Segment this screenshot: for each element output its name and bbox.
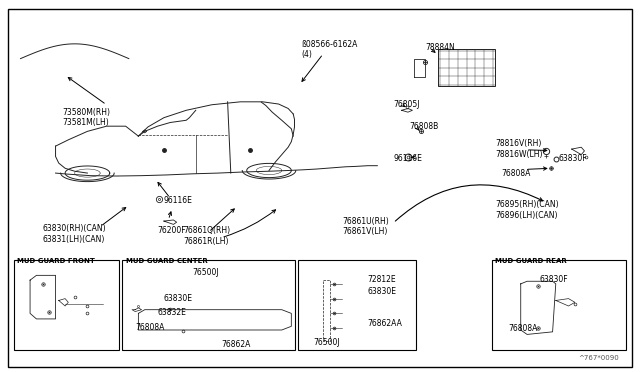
Text: 72812E: 72812E — [368, 275, 396, 283]
Text: 78884N: 78884N — [425, 43, 455, 52]
Text: 76862A: 76862A — [221, 340, 251, 349]
Text: 96116E: 96116E — [394, 154, 422, 163]
Text: MUD GUARD FRONT: MUD GUARD FRONT — [17, 257, 95, 263]
Text: 63830F: 63830F — [559, 154, 588, 163]
Text: 76862AA: 76862AA — [368, 319, 403, 328]
Text: 76808A: 76808A — [135, 323, 164, 331]
Text: MUD GUARD REAR: MUD GUARD REAR — [495, 257, 567, 263]
Text: 76808A: 76808A — [508, 324, 538, 333]
Text: 73580M(RH)
73581M(LH): 73580M(RH) 73581M(LH) — [62, 108, 110, 127]
Text: ^767*0090: ^767*0090 — [579, 355, 620, 361]
Text: 76500J: 76500J — [193, 268, 219, 277]
Text: 96116E: 96116E — [164, 196, 193, 205]
Text: 76861Q(RH)
76861R(LH): 76861Q(RH) 76861R(LH) — [183, 226, 230, 246]
Text: 63830E: 63830E — [368, 287, 397, 296]
Text: 76861U(RH)
76861V(LH): 76861U(RH) 76861V(LH) — [342, 217, 389, 236]
Text: 63830(RH)(CAN)
63831(LH)(CAN): 63830(RH)(CAN) 63831(LH)(CAN) — [43, 224, 106, 244]
Text: 63832E: 63832E — [157, 308, 186, 317]
Text: 63830E: 63830E — [164, 294, 193, 303]
Text: 76808A: 76808A — [502, 169, 531, 177]
Text: 76895(RH)(CAN)
76896(LH)(CAN): 76895(RH)(CAN) 76896(LH)(CAN) — [495, 200, 559, 220]
Text: 76808B: 76808B — [409, 122, 438, 131]
Text: 63830F: 63830F — [540, 275, 568, 283]
Text: 76805J: 76805J — [394, 100, 420, 109]
Text: 76200F: 76200F — [157, 226, 186, 235]
Text: ß08566-6162A
(4): ß08566-6162A (4) — [301, 40, 357, 59]
Text: 78816V(RH)
78816W(LH): 78816V(RH) 78816W(LH) — [495, 140, 543, 159]
Text: MUD GUARD CENTER: MUD GUARD CENTER — [125, 257, 207, 263]
Text: 76500J: 76500J — [314, 339, 340, 347]
